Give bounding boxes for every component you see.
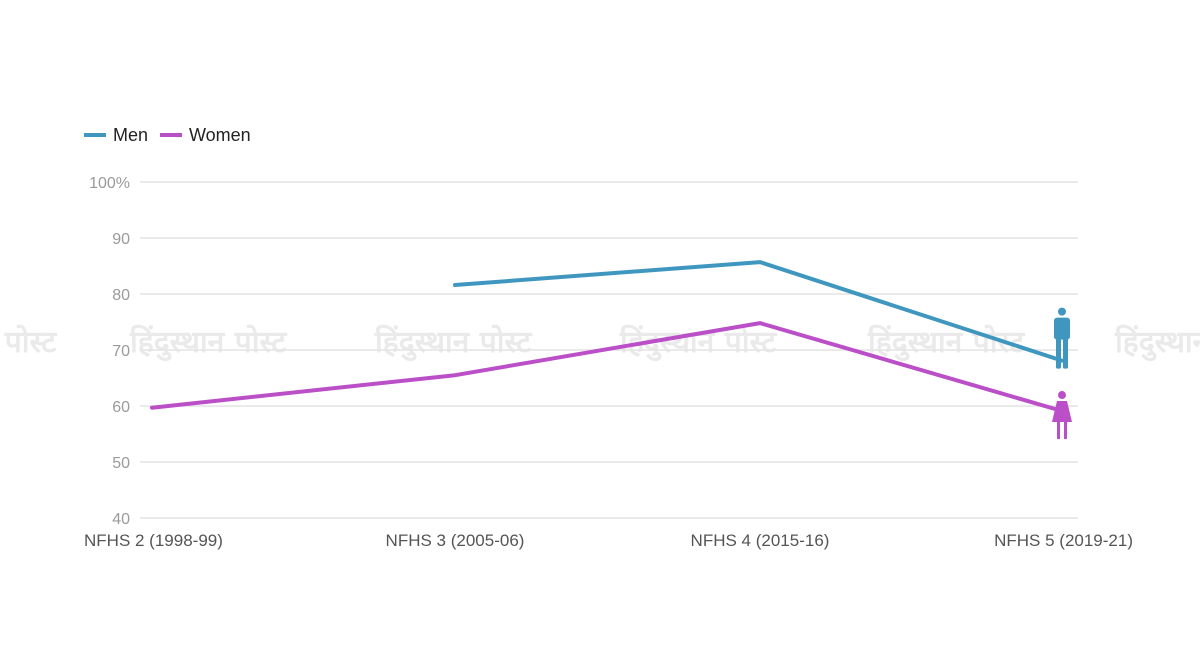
x-tick-label: NFHS 5 (2019-21)	[994, 531, 1133, 550]
series-end-icons	[1052, 307, 1072, 440]
y-tick-label: 40	[112, 511, 130, 528]
y-axis-ticks: 40 50 60 70 80 90 100%	[89, 175, 130, 528]
y-tick-label: 80	[112, 287, 130, 304]
man-icon	[1054, 307, 1070, 369]
y-tick-label: 50	[112, 455, 130, 472]
series-line-men	[453, 260, 1064, 363]
gridlines	[140, 181, 1078, 519]
watermark-text: हिंदुस्थान पोस्ट	[0, 324, 58, 362]
x-tick-label: NFHS 2 (1998-99)	[84, 531, 223, 550]
legend-label-men: Men	[113, 125, 148, 145]
x-tick-label: NFHS 3 (2005-06)	[386, 531, 525, 550]
legend: Men Women	[84, 125, 251, 145]
x-tick-label: NFHS 4 (2015-16)	[691, 531, 830, 550]
watermark-text: हिंदुस्थान पोस्ट	[374, 324, 533, 362]
watermark: हिंदुस्थान पोस्ट हिंदुस्थान पोस्ट हिंदुस्थ…	[0, 324, 1200, 362]
woman-icon	[1052, 391, 1072, 440]
watermark-text: हिंदुस्थान पोस्ट	[129, 324, 288, 362]
series-line-women	[150, 321, 1064, 413]
series-lines	[150, 260, 1064, 413]
y-tick-label: 100%	[89, 175, 130, 192]
watermark-text: हिंदुस्थान पोस्ट	[1114, 324, 1200, 362]
x-axis-ticks: NFHS 2 (1998-99) NFHS 3 (2005-06) NFHS 4 (…	[84, 531, 1133, 550]
y-tick-label: 60	[112, 399, 130, 416]
legend-label-women: Women	[189, 125, 251, 145]
watermark-text: हिंदुस्थान पोस्ट	[867, 324, 1026, 362]
y-tick-label: 90	[112, 231, 130, 248]
y-tick-label: 70	[112, 343, 130, 360]
